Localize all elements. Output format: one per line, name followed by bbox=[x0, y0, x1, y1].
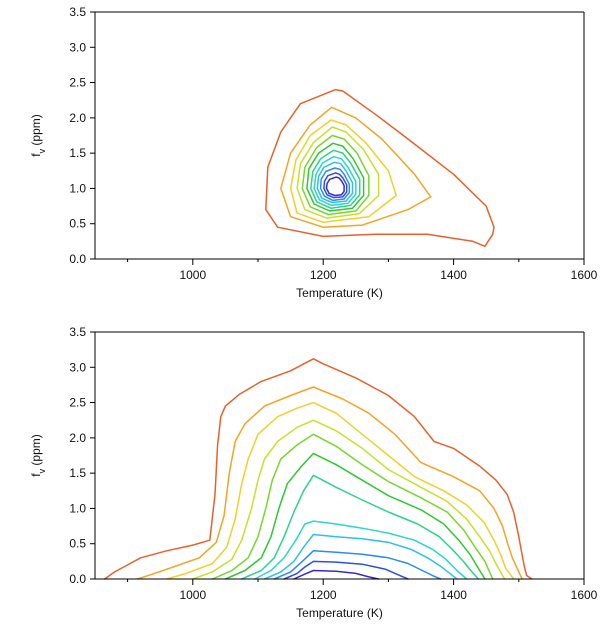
x-tick-label: 1600 bbox=[571, 268, 598, 282]
y-axis-label-sub: v bbox=[37, 148, 47, 153]
y-tick-label: 1.5 bbox=[69, 466, 86, 480]
contour-line-1 bbox=[265, 88, 495, 248]
x-tick-label: 1400 bbox=[440, 268, 467, 282]
contour-line-6 bbox=[306, 142, 365, 212]
y-axis-label: fv (ppm) bbox=[29, 434, 47, 477]
contour-line-12 bbox=[293, 569, 380, 580]
contour-line-2 bbox=[280, 106, 432, 228]
contour-line-4 bbox=[192, 419, 506, 580]
contour-line-5 bbox=[301, 134, 370, 216]
contour-line-7 bbox=[310, 149, 361, 209]
contour-line-9 bbox=[263, 533, 458, 580]
contour-line-5 bbox=[211, 433, 494, 580]
x-tick-label: 1400 bbox=[440, 588, 467, 602]
contour-line-2 bbox=[136, 386, 523, 580]
y-tick-label: 1.0 bbox=[69, 181, 86, 195]
x-axis-label: Temperature (K) bbox=[296, 606, 383, 620]
contour-line-8 bbox=[253, 520, 468, 580]
y-tick-label: 3.0 bbox=[69, 360, 86, 374]
contour-line-9 bbox=[316, 161, 354, 204]
y-axis-label: fv (ppm) bbox=[29, 114, 47, 157]
y-tick-label: 2.0 bbox=[69, 111, 86, 125]
x-tick-label: 1000 bbox=[179, 588, 206, 602]
contour-line-1 bbox=[104, 358, 533, 580]
contour-line-7 bbox=[240, 474, 480, 580]
y-tick-label: 2.5 bbox=[69, 396, 86, 410]
y-tick-label: 3.5 bbox=[69, 5, 86, 19]
y-tick-label: 1.5 bbox=[69, 146, 86, 160]
x-axis-label: Temperature (K) bbox=[296, 286, 383, 300]
x-tick-label: 1600 bbox=[571, 588, 598, 602]
y-tick-label: 2.5 bbox=[69, 76, 86, 90]
contour-line-11 bbox=[283, 560, 409, 580]
y-tick-label: 0.0 bbox=[69, 572, 86, 586]
chart-1: 0.0 0.5 1.0 1.5 2.0 2.5 3.0 3.5 1000 1200 1400 1600… bbox=[29, 5, 598, 300]
y-axis-label-main: f bbox=[29, 153, 43, 157]
contour-line-10 bbox=[273, 550, 442, 580]
contour-line-10 bbox=[319, 167, 351, 202]
x-tick-label: 1000 bbox=[179, 268, 206, 282]
y-tick-label: 3.0 bbox=[69, 40, 86, 54]
contour-line-12 bbox=[325, 176, 345, 197]
contour-line-6 bbox=[224, 452, 486, 580]
y-tick-label: 3.5 bbox=[69, 325, 86, 339]
y-tick-label: 2.0 bbox=[69, 431, 86, 445]
x-tick-label: 1200 bbox=[310, 268, 337, 282]
y-axis-label-unit: (ppm) bbox=[29, 434, 43, 469]
contour-line-8 bbox=[313, 155, 357, 207]
contour-line-4 bbox=[296, 126, 380, 219]
x-tick-label: 1200 bbox=[310, 588, 337, 602]
contour-series-group bbox=[104, 358, 533, 580]
contour-line-3 bbox=[165, 401, 515, 580]
chart-2: 0.0 0.5 1.0 1.5 2.0 2.5 3.0 3.5 1000 1200 1400 1600… bbox=[29, 325, 598, 620]
y-tick-label: 0.5 bbox=[69, 217, 86, 231]
y-tick-label: 0.0 bbox=[69, 252, 86, 266]
contour-series-group bbox=[265, 88, 495, 248]
y-axis-label-unit: (ppm) bbox=[29, 114, 43, 149]
contour-line-3 bbox=[289, 119, 397, 224]
y-axis-label-main: f bbox=[29, 473, 43, 477]
contour-line-11 bbox=[323, 172, 348, 199]
y-tick-label: 1.0 bbox=[69, 501, 86, 515]
y-axis-label-sub: v bbox=[37, 468, 47, 473]
y-tick-label: 0.5 bbox=[69, 537, 86, 551]
